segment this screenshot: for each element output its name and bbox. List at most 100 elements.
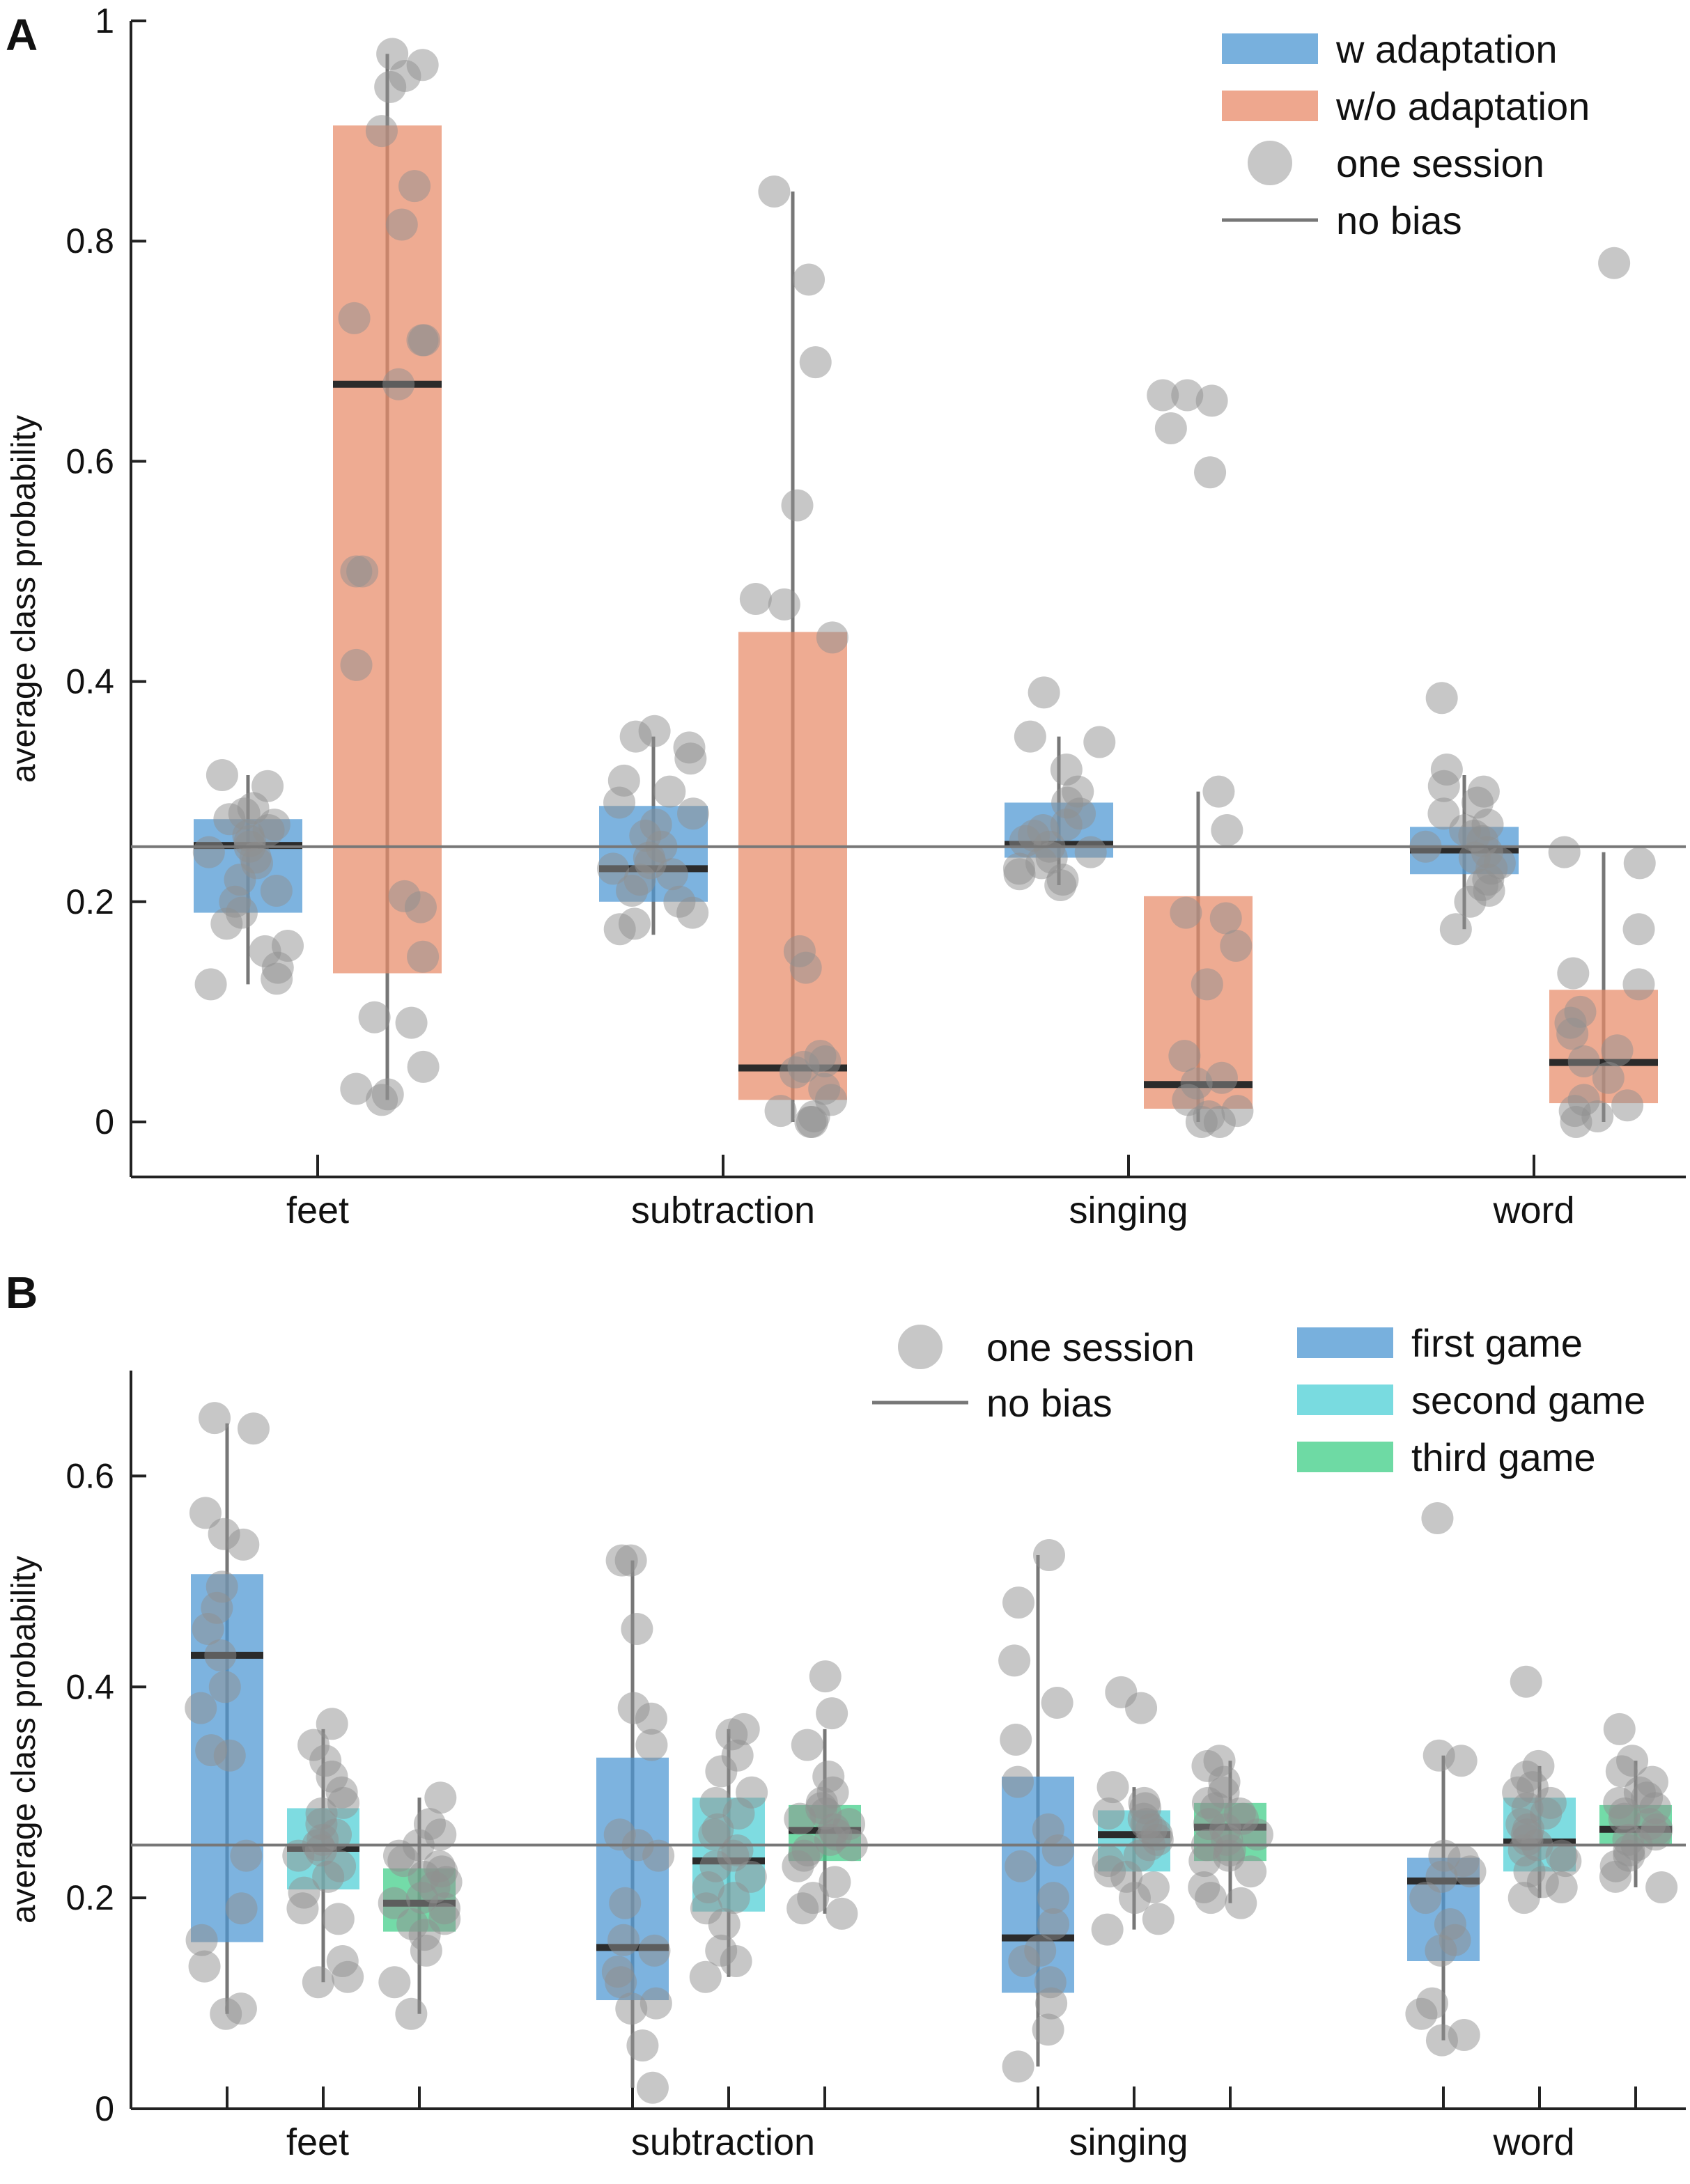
legend-entry-w-adaptation: w adaptation	[1222, 27, 1558, 71]
legend-swatch	[1222, 91, 1318, 121]
session-point	[230, 1839, 263, 1872]
session-point	[720, 1945, 752, 1977]
session-point	[1014, 720, 1046, 753]
session-point	[1035, 1987, 1068, 2020]
session-point	[616, 874, 649, 907]
legend-entry-third-game: third game	[1297, 1435, 1596, 1479]
legend-label: no bias	[986, 1381, 1113, 1425]
session-point	[676, 896, 709, 929]
session-point	[674, 742, 707, 775]
session-point	[378, 1887, 410, 1919]
session-point	[1445, 1745, 1478, 1777]
legend-swatch	[1297, 1384, 1393, 1415]
panel-a-ytick-label: 0.8	[65, 221, 114, 260]
session-point	[603, 786, 636, 819]
legend-dot	[898, 1325, 943, 1369]
session-point	[346, 555, 379, 588]
session-point	[1439, 913, 1472, 946]
panel-b-letter: B	[6, 1268, 38, 1318]
session-point	[1425, 682, 1458, 715]
session-point	[1645, 1871, 1678, 1903]
session-point	[286, 1892, 319, 1925]
panel-a-category-label-singing: singing	[1069, 1190, 1188, 1231]
session-point	[1194, 456, 1227, 489]
session-point	[404, 891, 437, 923]
session-point	[615, 1992, 648, 2025]
session-point	[210, 907, 243, 940]
session-point	[1421, 1502, 1454, 1534]
session-point	[677, 797, 710, 830]
session-point	[302, 1966, 334, 1999]
session-point	[204, 1639, 237, 1671]
session-point	[705, 1755, 738, 1788]
panel-b-ytick-label: 0.4	[65, 1667, 114, 1706]
session-point	[816, 621, 848, 654]
legend-label: no bias	[1336, 198, 1462, 242]
session-point	[1091, 1913, 1124, 1946]
session-point	[1603, 1713, 1636, 1745]
session-point	[1002, 2050, 1034, 2083]
session-point	[340, 648, 373, 681]
session-point	[791, 1729, 823, 1761]
session-point	[1549, 1845, 1582, 1878]
session-point	[619, 720, 652, 753]
session-point	[793, 263, 825, 296]
session-point	[1622, 968, 1655, 1001]
session-point	[1002, 1586, 1035, 1619]
panel-a-ytick-label: 0	[95, 1102, 114, 1141]
legend-entry-one-session: one session	[898, 1325, 1195, 1369]
session-point	[206, 758, 238, 791]
session-point	[282, 1839, 315, 1872]
session-point	[395, 1006, 428, 1039]
panel-a-letter: A	[6, 10, 38, 60]
session-point	[768, 588, 800, 621]
panel-a-box-w-o-adaptation-subtraction	[738, 176, 848, 1138]
session-point	[1601, 1034, 1634, 1067]
panel-b-box-second-game-singing	[1091, 1676, 1175, 1946]
panel-a-ytick-label: 1	[95, 1, 114, 40]
panel-b-legend: one session no bias first game second game t…	[872, 1321, 1645, 1479]
legend-entry-w-o-adaptation: w/o adaptation	[1222, 84, 1590, 128]
session-point	[1611, 1089, 1644, 1122]
panel-b-box-third-game-word	[1599, 1713, 1678, 1903]
session-point	[1454, 885, 1487, 918]
session-point	[385, 208, 418, 241]
session-point	[407, 940, 440, 973]
session-point	[225, 1892, 258, 1925]
session-point	[1241, 1818, 1273, 1851]
session-point	[1425, 2024, 1458, 2057]
session-point	[1083, 726, 1116, 758]
session-point	[825, 1897, 858, 1930]
session-point	[642, 1839, 675, 1872]
legend-dot	[1248, 141, 1292, 185]
session-point	[1037, 1908, 1070, 1940]
legend-entry-first-game: first game	[1297, 1321, 1583, 1365]
panel-a-box-w-o-adaptation-word	[1548, 247, 1658, 1138]
panel-b-y-axis-label: average class probability	[6, 1556, 42, 1924]
session-point	[407, 1050, 440, 1083]
session-point	[1202, 775, 1235, 808]
session-point	[199, 1402, 231, 1435]
legend-label: one session	[986, 1325, 1195, 1369]
session-point	[764, 1095, 797, 1128]
panel-a-category-label-subtraction: subtraction	[631, 1190, 815, 1231]
session-point	[227, 1528, 260, 1561]
session-point	[312, 1860, 345, 1893]
session-point	[185, 1924, 218, 1956]
session-point	[1211, 814, 1243, 846]
session-point	[332, 1960, 364, 1993]
session-point	[1605, 1755, 1638, 1788]
session-point	[1074, 836, 1107, 868]
session-point	[1171, 379, 1204, 412]
legend-entry-no-bias: no bias	[1222, 198, 1462, 242]
legend-swatch	[1297, 1442, 1393, 1472]
session-point	[358, 1001, 391, 1034]
session-point	[395, 1997, 428, 2030]
iqr-box	[738, 632, 847, 1100]
session-point	[398, 170, 431, 203]
session-point	[261, 962, 293, 995]
panel-b-box-first-game-word	[1405, 1502, 1487, 2057]
session-point	[316, 1708, 348, 1740]
legend-swatch	[1222, 33, 1318, 64]
session-point	[406, 324, 439, 357]
